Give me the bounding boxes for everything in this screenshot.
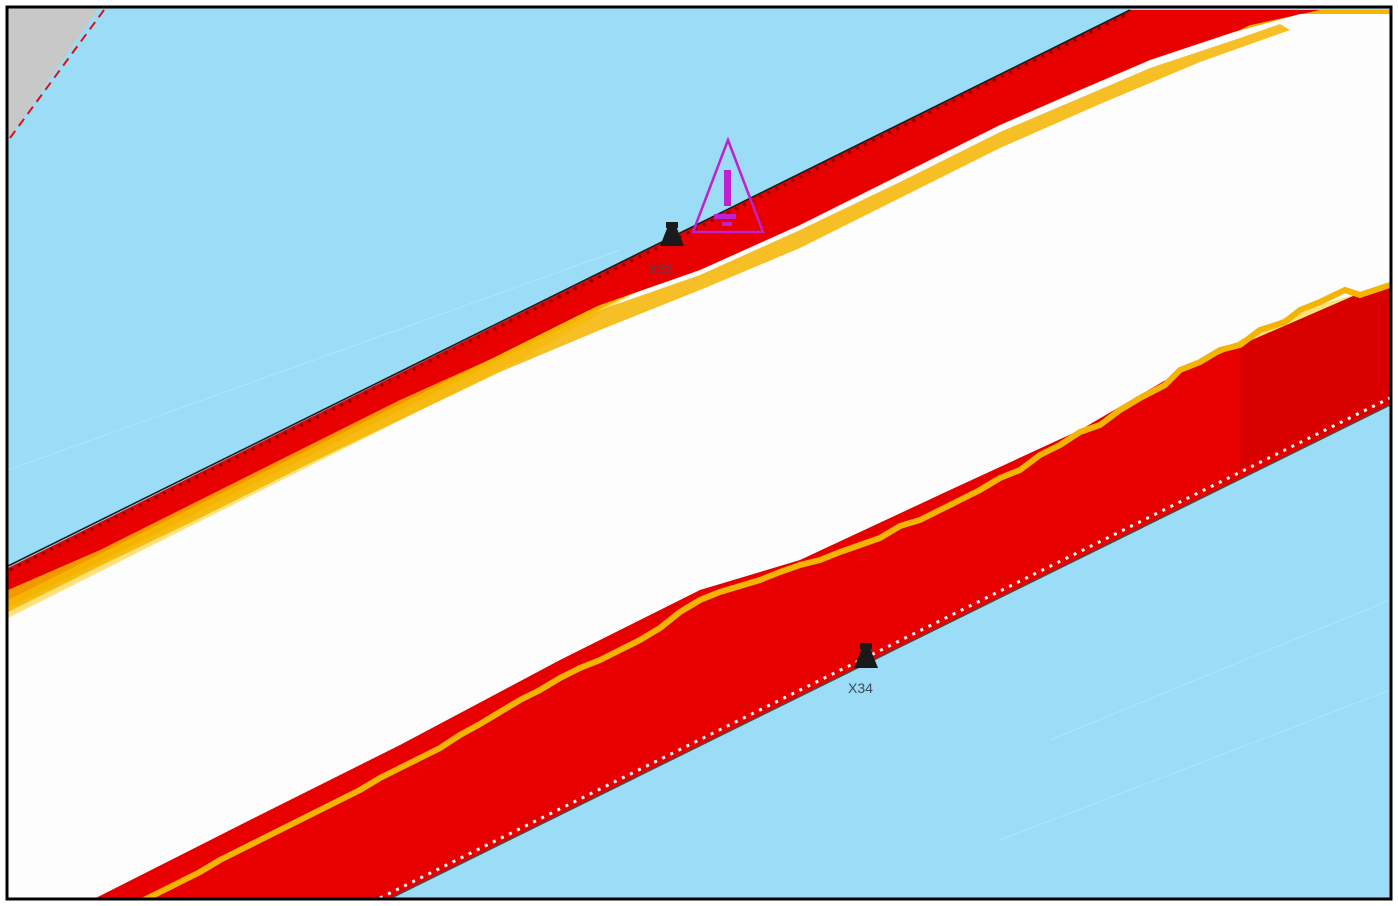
buoy-icon[interactable] [854,643,878,668]
marker-label-x33: X33 [648,261,673,277]
marker-label-x34: X34 [848,680,873,696]
warning-triangle-icon[interactable] [691,136,765,234]
boundary-line [9,9,105,139]
channel-boundary-north [8,9,1131,567]
land-area [8,8,99,140]
depth-contours [8,249,1390,841]
channel-boundary-south [389,404,1390,898]
buoy-icon[interactable] [660,222,684,246]
map-frame-border [5,5,1393,901]
channel-clear-zone [8,14,1390,898]
